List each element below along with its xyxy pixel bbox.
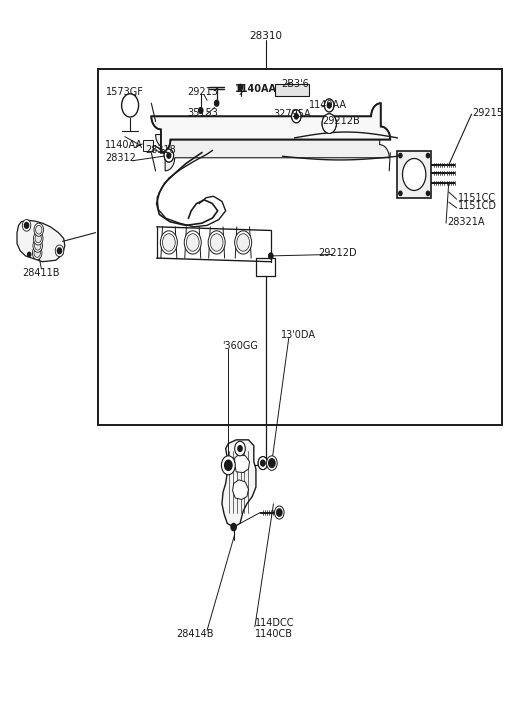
Circle shape [235,231,252,254]
Circle shape [269,459,275,467]
Circle shape [32,246,42,260]
Text: 1140AA: 1140AA [235,84,277,94]
Text: 1140CB: 1140CB [255,629,293,639]
Text: 1573GF: 1573GF [106,87,144,97]
Circle shape [261,460,265,466]
Text: 29212B: 29212B [322,116,360,126]
Circle shape [278,510,281,515]
Circle shape [35,234,41,243]
Circle shape [210,234,223,251]
Circle shape [225,460,232,470]
Circle shape [24,222,29,228]
Text: 29215: 29215 [473,108,503,118]
Circle shape [22,220,31,231]
Circle shape [221,456,235,475]
Text: '360GG: '360GG [222,341,258,351]
Circle shape [33,239,42,252]
Circle shape [55,245,64,257]
Circle shape [325,118,333,129]
Circle shape [226,462,230,468]
Text: 28310: 28310 [249,31,282,41]
Circle shape [231,523,236,531]
Polygon shape [17,220,65,262]
Circle shape [426,153,430,158]
Text: 1140AA: 1140AA [105,140,143,150]
Polygon shape [222,440,256,527]
Text: 29212D: 29212D [319,248,357,258]
Circle shape [33,232,43,245]
Text: 13'0DA: 13'0DA [281,330,316,340]
Bar [143,140,153,151]
Circle shape [122,94,139,117]
Circle shape [269,253,273,259]
Circle shape [399,153,402,158]
Circle shape [270,460,274,466]
Bar [98,69,502,425]
Circle shape [208,231,225,254]
Polygon shape [156,121,389,171]
Circle shape [162,234,175,251]
Circle shape [238,446,242,451]
Text: 28411B: 28411B [23,268,60,278]
Polygon shape [233,480,249,499]
Text: 32795A: 32795A [273,109,311,119]
Polygon shape [235,454,250,473]
Bar [275,84,309,96]
Text: 29213: 29213 [187,87,218,97]
Circle shape [164,149,174,162]
Circle shape [294,113,298,119]
Circle shape [199,108,203,113]
Circle shape [267,456,277,470]
Circle shape [235,441,245,456]
Text: 1151CC: 1151CC [458,193,496,203]
Text: 1151CD: 1151CD [458,201,496,212]
Polygon shape [151,103,390,153]
Text: 35153: 35153 [187,108,218,118]
Text: 2B3'6: 2B3'6 [281,79,309,89]
Text: 28321A: 28321A [448,217,485,227]
Circle shape [402,158,426,190]
Circle shape [34,223,44,236]
Circle shape [327,103,331,108]
Circle shape [35,241,41,250]
Circle shape [324,99,334,112]
Circle shape [184,231,201,254]
Circle shape [57,248,62,254]
Circle shape [36,225,42,234]
Circle shape [186,234,199,251]
Circle shape [426,191,430,196]
Circle shape [295,114,298,119]
Circle shape [238,84,243,90]
Circle shape [215,100,219,106]
Circle shape [160,231,177,254]
Circle shape [292,110,301,123]
Circle shape [322,113,337,134]
Circle shape [261,460,265,466]
Circle shape [167,153,171,158]
Text: 28414B: 28414B [176,629,213,639]
Circle shape [275,506,284,519]
Circle shape [399,191,402,196]
Circle shape [34,249,40,257]
Text: 28318: 28318 [145,145,176,156]
Bar [397,151,431,198]
Circle shape [237,234,250,251]
Text: 1140AA: 1140AA [309,100,347,110]
Text: 28312: 28312 [105,153,136,164]
Circle shape [277,509,282,516]
Text: 114DCC: 114DCC [255,618,294,628]
Circle shape [258,457,268,470]
Circle shape [28,252,31,257]
